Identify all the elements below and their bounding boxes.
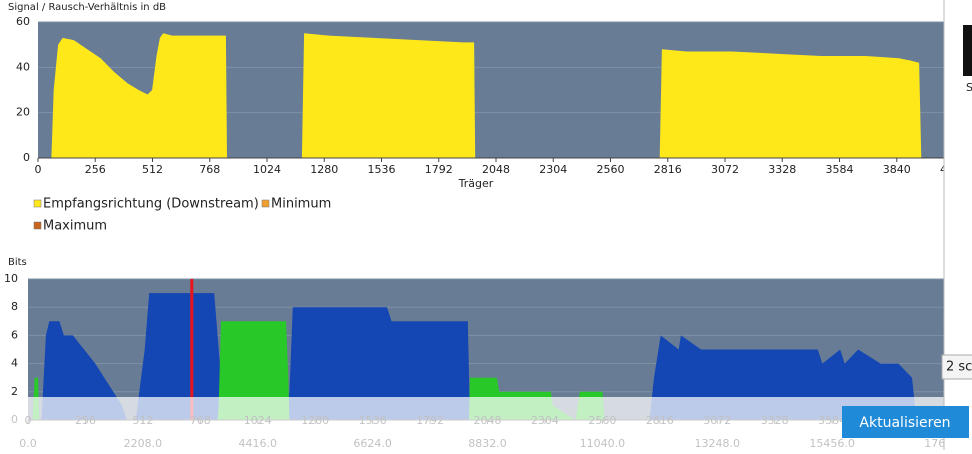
legend-label: Maximum [43,219,107,234]
x-tick-label: 256 [85,163,106,176]
refresh-button-label: Aktualisieren [859,415,950,431]
x-tick-label: 2816 [654,163,682,176]
x-axis-label: Träger [458,177,494,190]
tooltip-box [941,354,972,380]
x-tick-label: 2304 [539,163,567,176]
x-tick-label: 1536 [368,163,396,176]
x-tick-label: 3072 [711,163,739,176]
refresh-button[interactable] [842,406,969,438]
y-tick-label: 0 [23,151,30,164]
y-tick-label: 6 [11,328,18,341]
tooltip-text: 2 sc [946,360,972,375]
side-box [963,25,972,76]
y-tick-label: 8 [11,300,18,313]
x-tick-label: 512 [142,163,163,176]
x-tick-label: 3584 [826,163,854,176]
x-tick-label: 2560 [597,163,625,176]
x-tick-label: 768 [199,163,220,176]
y-tick-label: 2 [11,385,18,398]
x-tick-label: 2048 [482,163,510,176]
x-tick-label: 0 [35,163,42,176]
side-label: S [966,81,972,94]
x-tick-label: 1792 [425,163,453,176]
chart-title: Bits [8,257,27,268]
chart-title: Signal / Rausch-Verhältnis in dB [8,2,166,13]
x-tick-label: 1280 [310,163,338,176]
legend-label: Minimum [271,197,331,212]
legend-swatch [33,199,42,208]
x-tick-label: 1024 [253,163,281,176]
y-tick-label: 10 [4,272,18,285]
y-tick-label: 40 [16,60,30,73]
y-tick-label: 4 [11,357,18,370]
fade-overlay [0,397,944,450]
area-series [38,33,933,158]
x-tick-label: 3328 [768,163,796,176]
legend-swatch [33,221,42,230]
legend-swatch [261,199,270,208]
legend-label: Empfangsrichtung (Downstream) [43,197,259,212]
area-series [28,293,926,420]
y-tick-label: 20 [16,106,30,119]
y-tick-label: 60 [16,15,30,28]
area-series [28,321,926,420]
x-tick-label: 3840 [883,163,911,176]
